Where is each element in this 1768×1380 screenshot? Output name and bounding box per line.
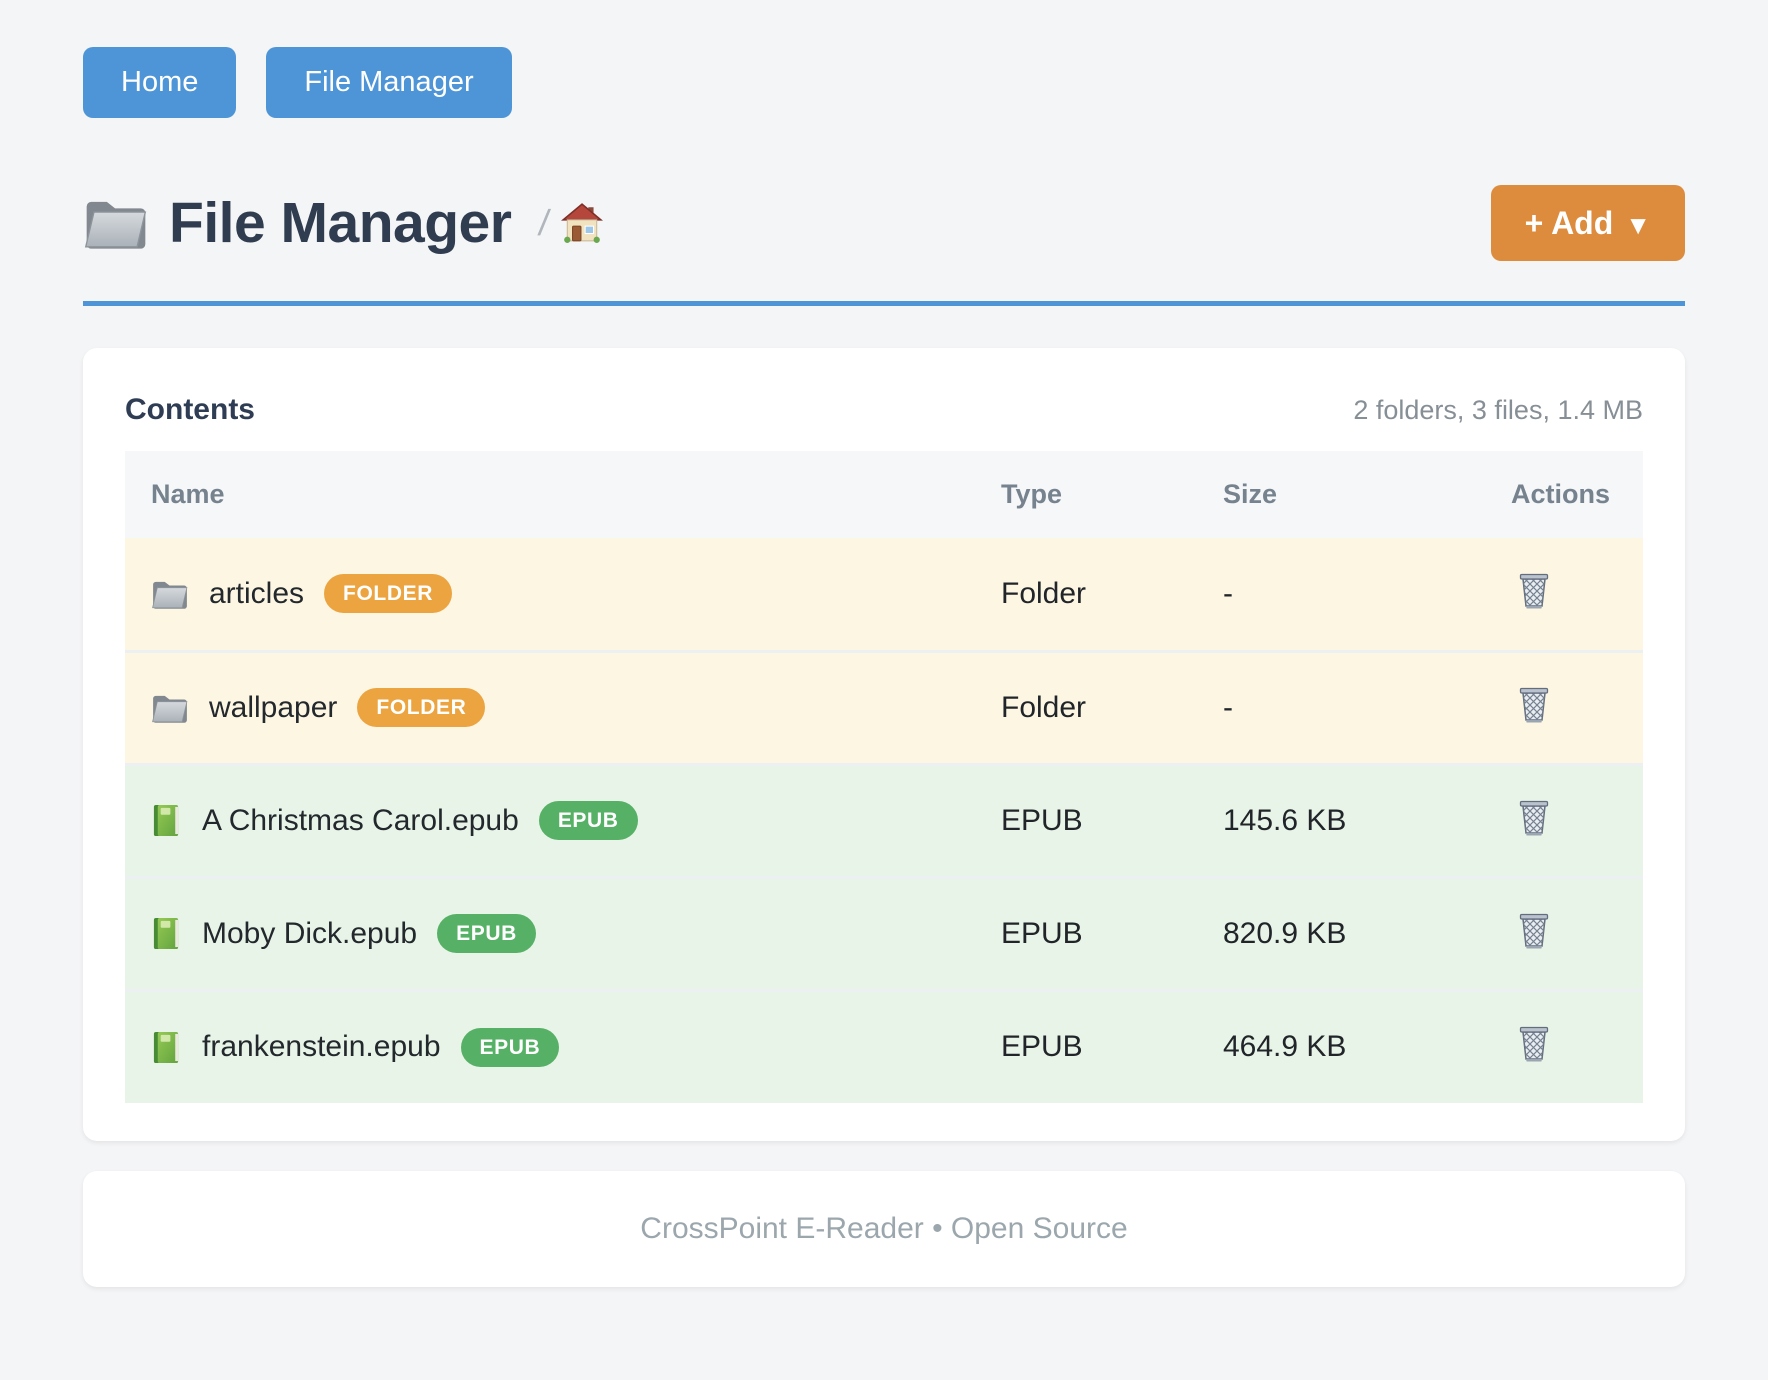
type-badge: EPUB <box>437 914 536 953</box>
contents-card: Contents 2 folders, 3 files, 1.4 MB Name… <box>83 348 1685 1141</box>
footer-text: CrossPoint E-Reader • Open Source <box>640 1212 1128 1245</box>
size-cell: - <box>1223 690 1233 724</box>
nav-button-file-manager[interactable]: File Manager <box>266 47 512 118</box>
column-header-name: Name <box>125 451 1001 538</box>
delete-button[interactable] <box>1516 684 1552 724</box>
breadcrumb-separator: / <box>536 202 553 243</box>
size-cell: 145.6 KB <box>1223 803 1347 837</box>
trash-icon <box>1516 797 1552 837</box>
type-cell: EPUB <box>1001 916 1083 950</box>
file-name[interactable]: frankenstein.epub <box>202 1030 441 1064</box>
delete-button[interactable] <box>1516 570 1552 610</box>
folder-icon <box>83 193 149 253</box>
column-header-size: Size <box>1223 451 1511 538</box>
trash-icon <box>1516 1023 1552 1063</box>
file-name[interactable]: wallpaper <box>209 690 338 724</box>
type-cell: EPUB <box>1001 1030 1083 1064</box>
table-row[interactable]: frankenstein.epub EPUB EPUB 464.9 KB <box>125 990 1643 1103</box>
page-header: File Manager / + Add ▼ <box>83 185 1685 261</box>
page: Home File Manager File Manager / + Add ▼ … <box>83 0 1685 1287</box>
contents-table-body: articles FOLDER Folder - wallpaper FOLDE… <box>125 538 1643 1103</box>
trash-icon <box>1516 570 1552 610</box>
caret-down-icon: ▼ <box>1625 210 1651 240</box>
contents-summary: 2 folders, 3 files, 1.4 MB <box>1353 394 1643 425</box>
table-row[interactable]: wallpaper FOLDER Folder - <box>125 651 1643 764</box>
type-badge: FOLDER <box>357 688 486 727</box>
delete-button[interactable] <box>1516 797 1552 837</box>
file-name[interactable]: A Christmas Carol.epub <box>202 803 519 837</box>
size-cell: - <box>1223 576 1233 610</box>
table-row[interactable]: articles FOLDER Folder - <box>125 538 1643 651</box>
table-row[interactable]: A Christmas Carol.epub EPUB EPUB 145.6 K… <box>125 764 1643 877</box>
contents-heading: Contents <box>125 393 255 426</box>
type-badge: EPUB <box>538 801 638 840</box>
top-nav: Home File Manager <box>83 47 1685 118</box>
book-icon <box>151 1030 182 1065</box>
table-row[interactable]: Moby Dick.epub EPUB EPUB 820.9 KB <box>125 877 1643 990</box>
delete-button[interactable] <box>1516 910 1552 950</box>
size-cell: 820.9 KB <box>1223 916 1347 950</box>
add-button[interactable]: + Add ▼ <box>1490 185 1685 261</box>
table-header-row: Name Type Size Actions <box>125 451 1643 538</box>
trash-icon <box>1516 684 1552 724</box>
footer: CrossPoint E-Reader • Open Source <box>83 1171 1685 1287</box>
title-divider <box>83 301 1685 306</box>
trash-icon <box>1516 910 1552 950</box>
book-icon <box>151 803 182 838</box>
type-cell: Folder <box>1001 690 1087 724</box>
add-button-label: + Add <box>1524 205 1614 241</box>
breadcrumb: / <box>536 202 603 244</box>
page-title: File Manager <box>169 191 512 255</box>
folder-icon <box>151 691 189 725</box>
folder-icon <box>151 577 189 611</box>
size-cell: 464.9 KB <box>1223 1030 1347 1064</box>
type-badge: FOLDER <box>324 574 452 614</box>
type-cell: Folder <box>1001 576 1087 610</box>
type-cell: EPUB <box>1001 803 1083 837</box>
nav-button-home[interactable]: Home <box>83 47 237 118</box>
home-icon[interactable] <box>561 202 603 244</box>
contents-table: Name Type Size Actions articles FOLDER F… <box>125 451 1643 1103</box>
delete-button[interactable] <box>1516 1023 1552 1063</box>
file-name[interactable]: articles <box>209 576 305 610</box>
book-icon <box>151 916 182 951</box>
column-header-type: Type <box>1001 451 1223 538</box>
file-name[interactable]: Moby Dick.epub <box>202 916 418 950</box>
column-header-actions: Actions <box>1511 451 1643 538</box>
type-badge: EPUB <box>460 1027 560 1067</box>
